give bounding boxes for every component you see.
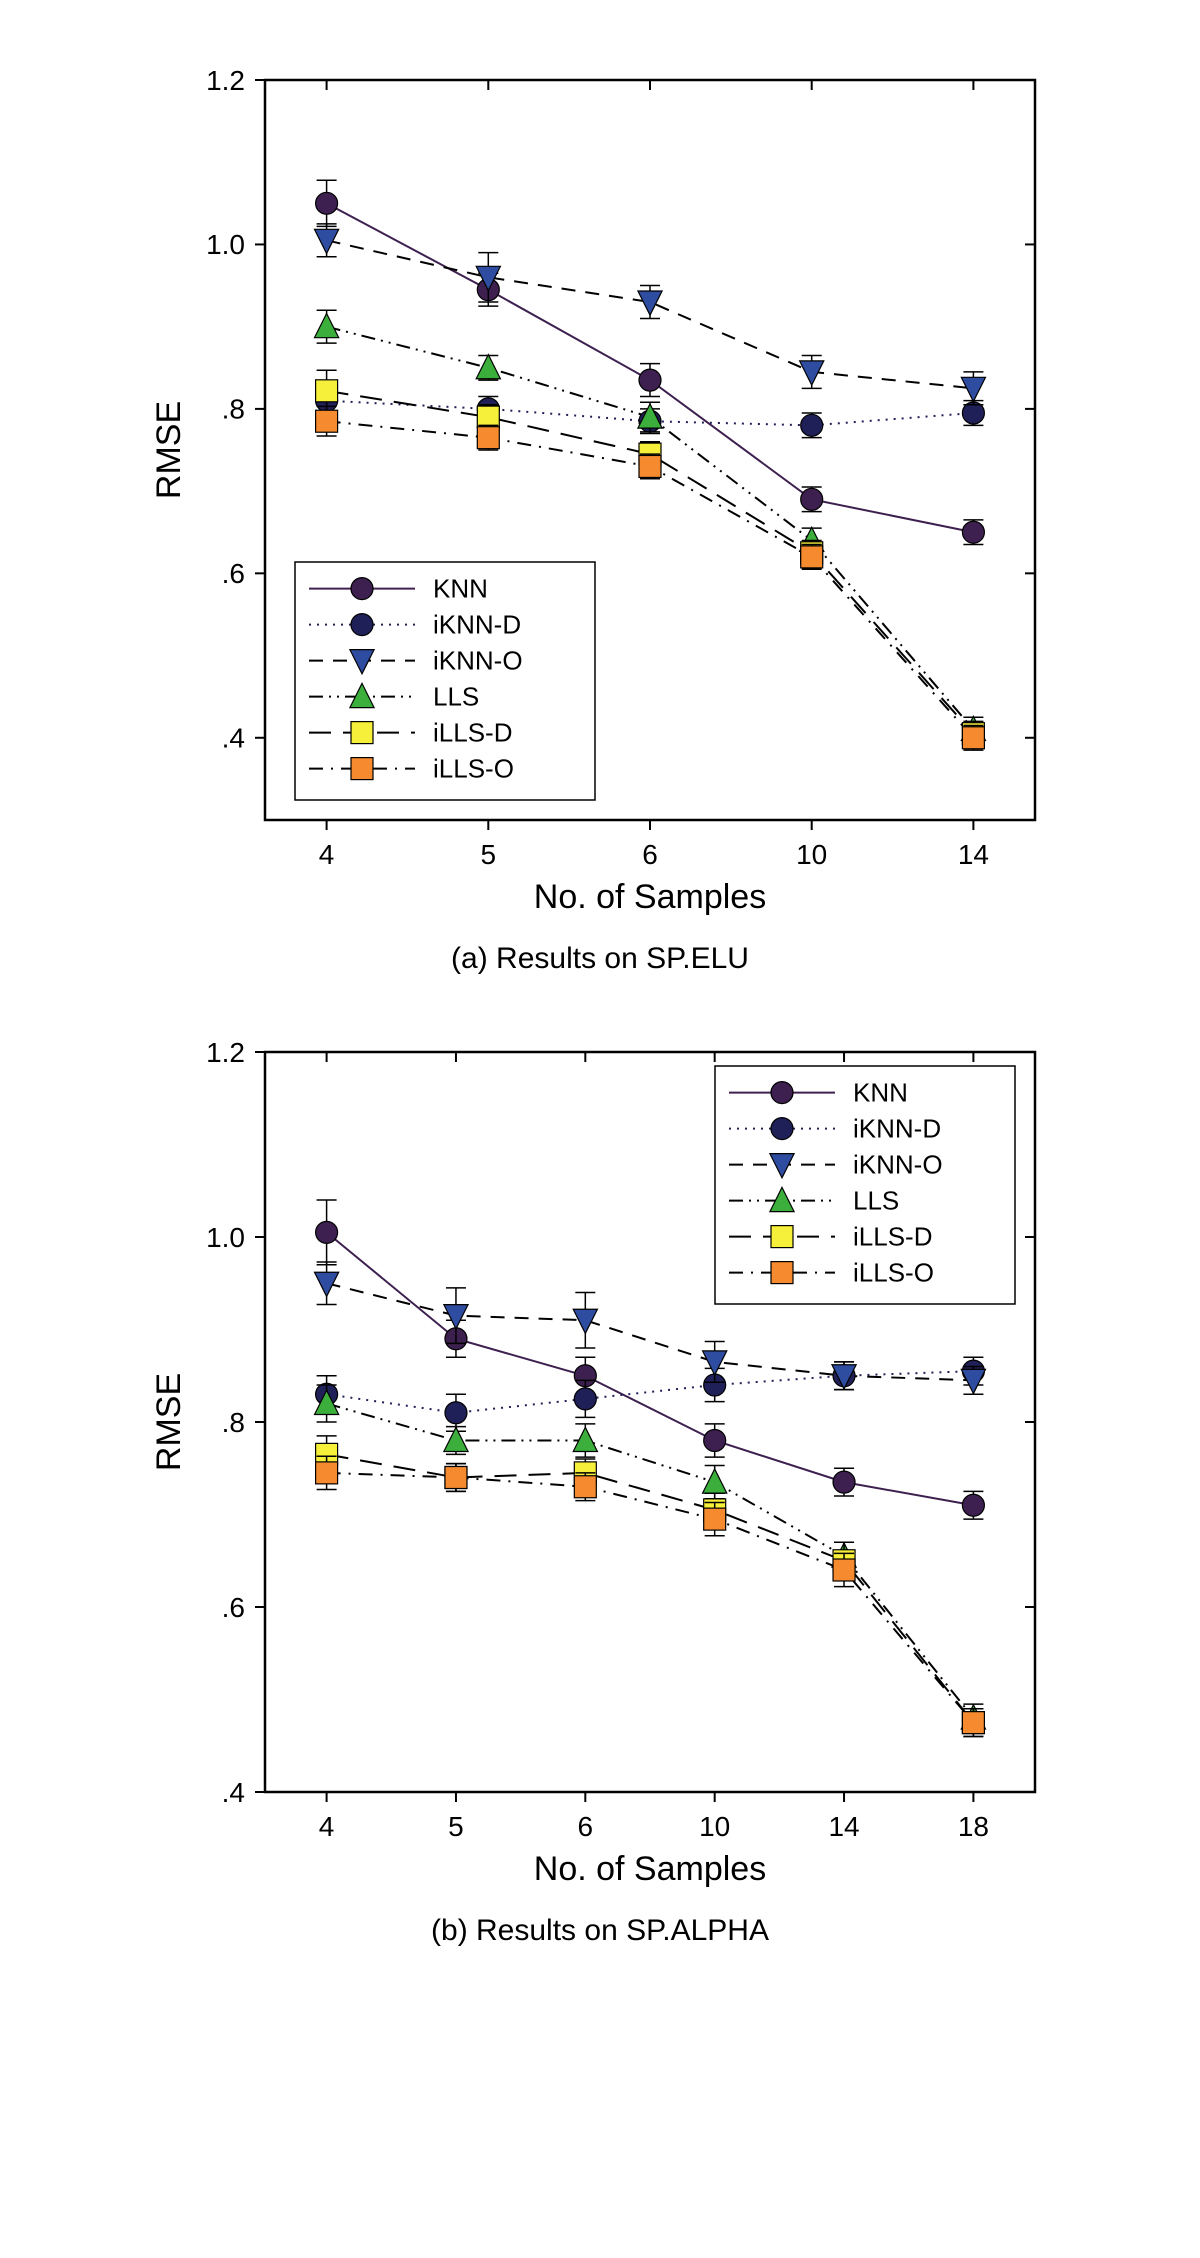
caption-a: (a) Results on SP.ELU <box>20 942 1180 976</box>
svg-text:18: 18 <box>958 1811 989 1842</box>
svg-text:RMSE: RMSE <box>150 401 188 499</box>
svg-text:5: 5 <box>448 1811 464 1842</box>
svg-text:.8: .8 <box>222 394 245 425</box>
svg-text:iKNN-O: iKNN-O <box>433 646 523 676</box>
svg-text:6: 6 <box>642 839 658 870</box>
svg-text:RMSE: RMSE <box>150 1373 188 1471</box>
svg-text:10: 10 <box>699 1811 730 1842</box>
svg-text:6: 6 <box>578 1811 594 1842</box>
caption-b: (b) Results on SP.ALPHA <box>20 1914 1180 1948</box>
svg-text:LLS: LLS <box>853 1186 899 1216</box>
svg-text:.4: .4 <box>222 723 245 754</box>
svg-text:iLLS-O: iLLS-O <box>853 1258 934 1288</box>
svg-text:iKNN-D: iKNN-D <box>433 610 521 640</box>
svg-text:.6: .6 <box>222 558 245 589</box>
svg-text:No. of Samples: No. of Samples <box>534 1850 766 1888</box>
svg-text:1.2: 1.2 <box>206 65 245 96</box>
chart-a: .4 .6 .8 1.0 1.2 4 5 6 10 14 RMSE No. of Samples KNN… <box>125 40 1075 940</box>
svg-text:14: 14 <box>958 839 989 870</box>
svg-text:iKNN-D: iKNN-D <box>853 1114 941 1144</box>
chart-b-container: .4 .6 .8 1.0 1.2 4 5 6 10 14 18 RMSE No. of Samples K… <box>20 1012 1180 1948</box>
svg-text:LLS: LLS <box>433 682 479 712</box>
svg-text:.4: .4 <box>222 1777 245 1808</box>
svg-text:14: 14 <box>828 1811 859 1842</box>
svg-text:5: 5 <box>481 839 497 870</box>
svg-text:4: 4 <box>319 839 335 870</box>
svg-text:iLLS-D: iLLS-D <box>433 718 512 748</box>
svg-text:1.0: 1.0 <box>206 1222 245 1253</box>
svg-text:No. of Samples: No. of Samples <box>534 878 766 916</box>
page: { "common": { "ylabel": "RMSE", "xlabel_… <box>0 0 1200 2044</box>
svg-text:iLLS-O: iLLS-O <box>433 754 514 784</box>
chart-a-container: .4 .6 .8 1.0 1.2 4 5 6 10 14 RMSE No. of Samples KNN… <box>20 40 1180 976</box>
svg-text:10: 10 <box>796 839 827 870</box>
svg-text:iKNN-O: iKNN-O <box>853 1150 943 1180</box>
svg-text:.8: .8 <box>222 1407 245 1438</box>
chart-b: .4 .6 .8 1.0 1.2 4 5 6 10 14 18 RMSE No. of Samples K… <box>125 1012 1075 1912</box>
svg-text:KNN: KNN <box>853 1078 908 1108</box>
svg-text:1.0: 1.0 <box>206 229 245 260</box>
svg-text:1.2: 1.2 <box>206 1037 245 1068</box>
svg-text:4: 4 <box>319 1811 335 1842</box>
svg-text:.6: .6 <box>222 1592 245 1623</box>
svg-text:KNN: KNN <box>433 574 488 604</box>
svg-text:iLLS-D: iLLS-D <box>853 1222 932 1252</box>
